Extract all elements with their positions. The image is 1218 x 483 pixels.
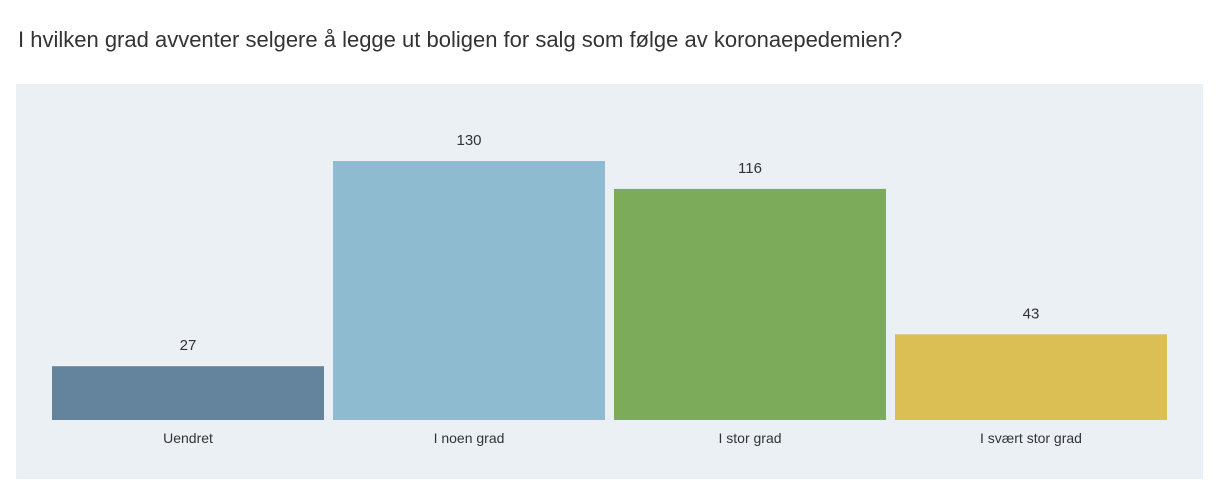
value-label-1: 130 bbox=[456, 132, 481, 149]
value-label-3: 43 bbox=[1023, 305, 1040, 322]
value-label-0: 27 bbox=[180, 337, 197, 354]
bar-3[interactable] bbox=[895, 334, 1167, 420]
chart-panel: 27 Uendret 130 I noen grad 116 I stor grad 43 I… bbox=[16, 84, 1203, 479]
bar-1[interactable] bbox=[333, 161, 605, 420]
category-label-3: I svært stor grad bbox=[980, 430, 1082, 446]
bar-2[interactable] bbox=[614, 188, 886, 420]
value-label-2: 116 bbox=[738, 160, 762, 177]
category-label-0: Uendret bbox=[163, 430, 213, 446]
category-label-1: I noen grad bbox=[434, 430, 505, 446]
category-label-2: I stor grad bbox=[718, 430, 781, 446]
chart-title: I hvilken grad avventer selgere å legge … bbox=[18, 27, 903, 52]
bar-0[interactable] bbox=[52, 366, 324, 420]
bar-chart: 27 Uendret 130 I noen grad 116 I stor grad 43 I… bbox=[52, 132, 1167, 446]
